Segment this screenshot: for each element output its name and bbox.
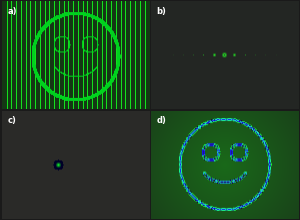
Text: b): b) xyxy=(157,7,166,16)
Text: a): a) xyxy=(8,7,17,16)
Text: c): c) xyxy=(8,116,16,125)
Text: d): d) xyxy=(157,116,166,125)
